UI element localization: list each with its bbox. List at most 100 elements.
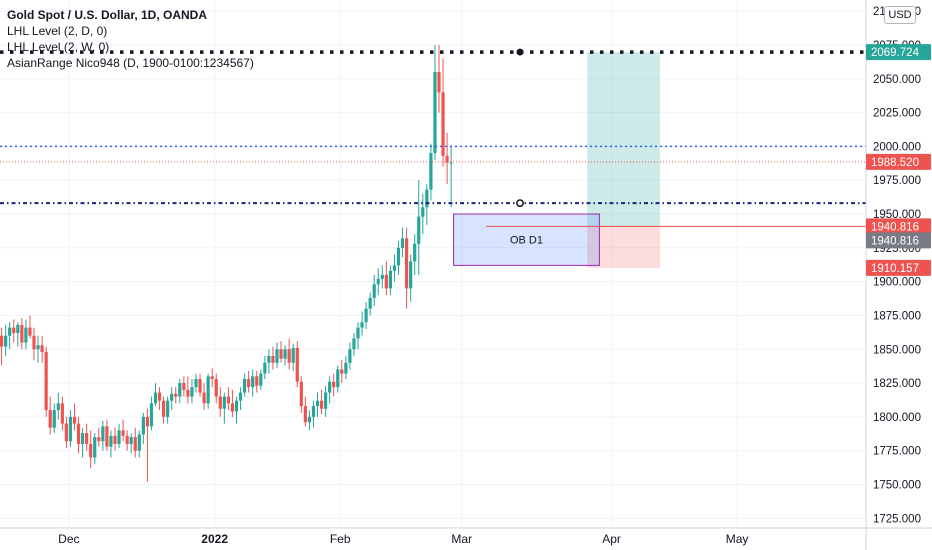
candle-body <box>162 400 166 417</box>
position-zones: OB D1 <box>453 52 661 268</box>
price-tag-label: 1940.816 <box>871 221 919 233</box>
candle-body <box>267 356 271 363</box>
x-tick-label: Apr <box>602 532 621 546</box>
candle-body <box>141 416 145 435</box>
price-tag-bg <box>866 259 931 276</box>
candle-body <box>85 433 89 444</box>
candle-body <box>263 362 267 374</box>
candle-body <box>190 387 194 397</box>
candle-body <box>12 327 16 334</box>
candle-body <box>409 261 413 289</box>
candle-body <box>230 403 235 412</box>
candle-body <box>198 379 202 393</box>
candle-body <box>222 396 226 409</box>
candle-body <box>226 396 230 404</box>
candle-body <box>251 376 255 388</box>
candle-body <box>76 423 81 444</box>
x-tick-label: Dec <box>58 532 79 546</box>
candle-body <box>433 71 437 154</box>
price-tags: 2069.724 1988.520 1940.816 1940.816 1910.157 <box>866 44 931 276</box>
candle-body <box>206 376 210 404</box>
candle-body <box>441 92 445 156</box>
candle-body <box>336 369 340 388</box>
candle-body <box>170 393 174 401</box>
candle-body <box>68 416 73 442</box>
time-axis[interactable]: Dec 2022 Feb Mar Apr May <box>0 527 932 546</box>
candle-body <box>259 373 263 386</box>
order-block-box <box>453 213 600 266</box>
candle-body <box>0 335 4 347</box>
candle-body <box>56 403 60 411</box>
candle-body <box>20 324 24 343</box>
long-position-target-zone <box>587 52 661 227</box>
candle-body <box>157 392 162 401</box>
x-tick-label: May <box>726 532 749 546</box>
candle-body <box>303 406 307 423</box>
candle-body <box>166 400 170 417</box>
candle-body <box>319 400 324 409</box>
y-tick-label: 1750.000 <box>873 480 921 492</box>
candle-body <box>449 162 453 164</box>
candle-body <box>299 381 303 407</box>
candle-body <box>72 416 77 424</box>
candle-body <box>380 274 384 279</box>
candle-body <box>295 347 299 382</box>
candle-body <box>8 327 12 336</box>
x-tick-label: Feb <box>330 532 351 546</box>
candle-body <box>93 437 97 458</box>
candle-body <box>283 349 287 359</box>
high-marker <box>516 48 524 56</box>
candle-body <box>36 345 40 350</box>
candle-body <box>328 381 332 393</box>
candle-body <box>400 238 405 248</box>
candle-body <box>307 416 311 423</box>
price-tag-label: 1910.157 <box>871 263 919 275</box>
candle-body <box>364 308 368 323</box>
candle-body <box>89 443 93 458</box>
candle-body <box>149 403 154 427</box>
symbol-title[interactable]: Gold Spot / U.S. Dollar, 1D, OANDA <box>7 8 208 22</box>
price-tag-label: 2069.724 <box>871 47 920 59</box>
price-axis[interactable]: 1725.000 1750.000 1775.000 1800.000 1825.000… <box>865 0 932 550</box>
candle-body <box>421 207 425 217</box>
candle-body <box>182 383 186 390</box>
candle-body <box>101 426 105 442</box>
candle-body <box>145 416 149 427</box>
x-tick-label: Mar <box>451 532 472 546</box>
indicator-lhl-daily[interactable]: LHL Level (2, D, 0) <box>7 24 108 38</box>
candle-body <box>24 327 28 343</box>
currency-button[interactable]: USD <box>884 6 916 24</box>
candle-body <box>445 155 449 163</box>
candle-body <box>218 396 222 409</box>
candle-body <box>4 335 8 347</box>
candle-body <box>210 376 214 380</box>
y-tick-label: 1850.000 <box>873 344 921 356</box>
candle-body <box>340 369 344 374</box>
candle-body <box>16 324 20 334</box>
y-tick-label: 1775.000 <box>873 446 921 458</box>
indicator-asian-range[interactable]: AsianRange Nico948 (D, 1900-0100:1234567… <box>7 56 254 70</box>
candle-body <box>368 297 372 309</box>
candle-body <box>315 400 320 407</box>
indicator-lhl-weekly[interactable]: LHL Level (2, W, 0) <box>7 40 110 54</box>
candle-body <box>247 379 251 388</box>
price-tag-label: 1940.816 <box>871 235 919 247</box>
candle-body <box>81 433 85 444</box>
candle-body <box>109 435 113 447</box>
y-tick-label: 1975.000 <box>873 175 921 187</box>
candle-body <box>352 338 356 350</box>
candle-body <box>40 345 44 352</box>
candle-body <box>113 435 117 444</box>
candle-body <box>388 270 392 289</box>
candle-body <box>174 393 178 397</box>
candle-body <box>405 238 409 289</box>
candle-body <box>344 362 348 374</box>
candle-body <box>44 351 48 411</box>
candle-body <box>153 392 158 404</box>
candle-body <box>214 379 218 397</box>
candle-body <box>105 426 109 447</box>
y-tick-label: 1825.000 <box>873 378 921 390</box>
candle-body <box>348 349 352 363</box>
candle-body <box>133 437 137 451</box>
